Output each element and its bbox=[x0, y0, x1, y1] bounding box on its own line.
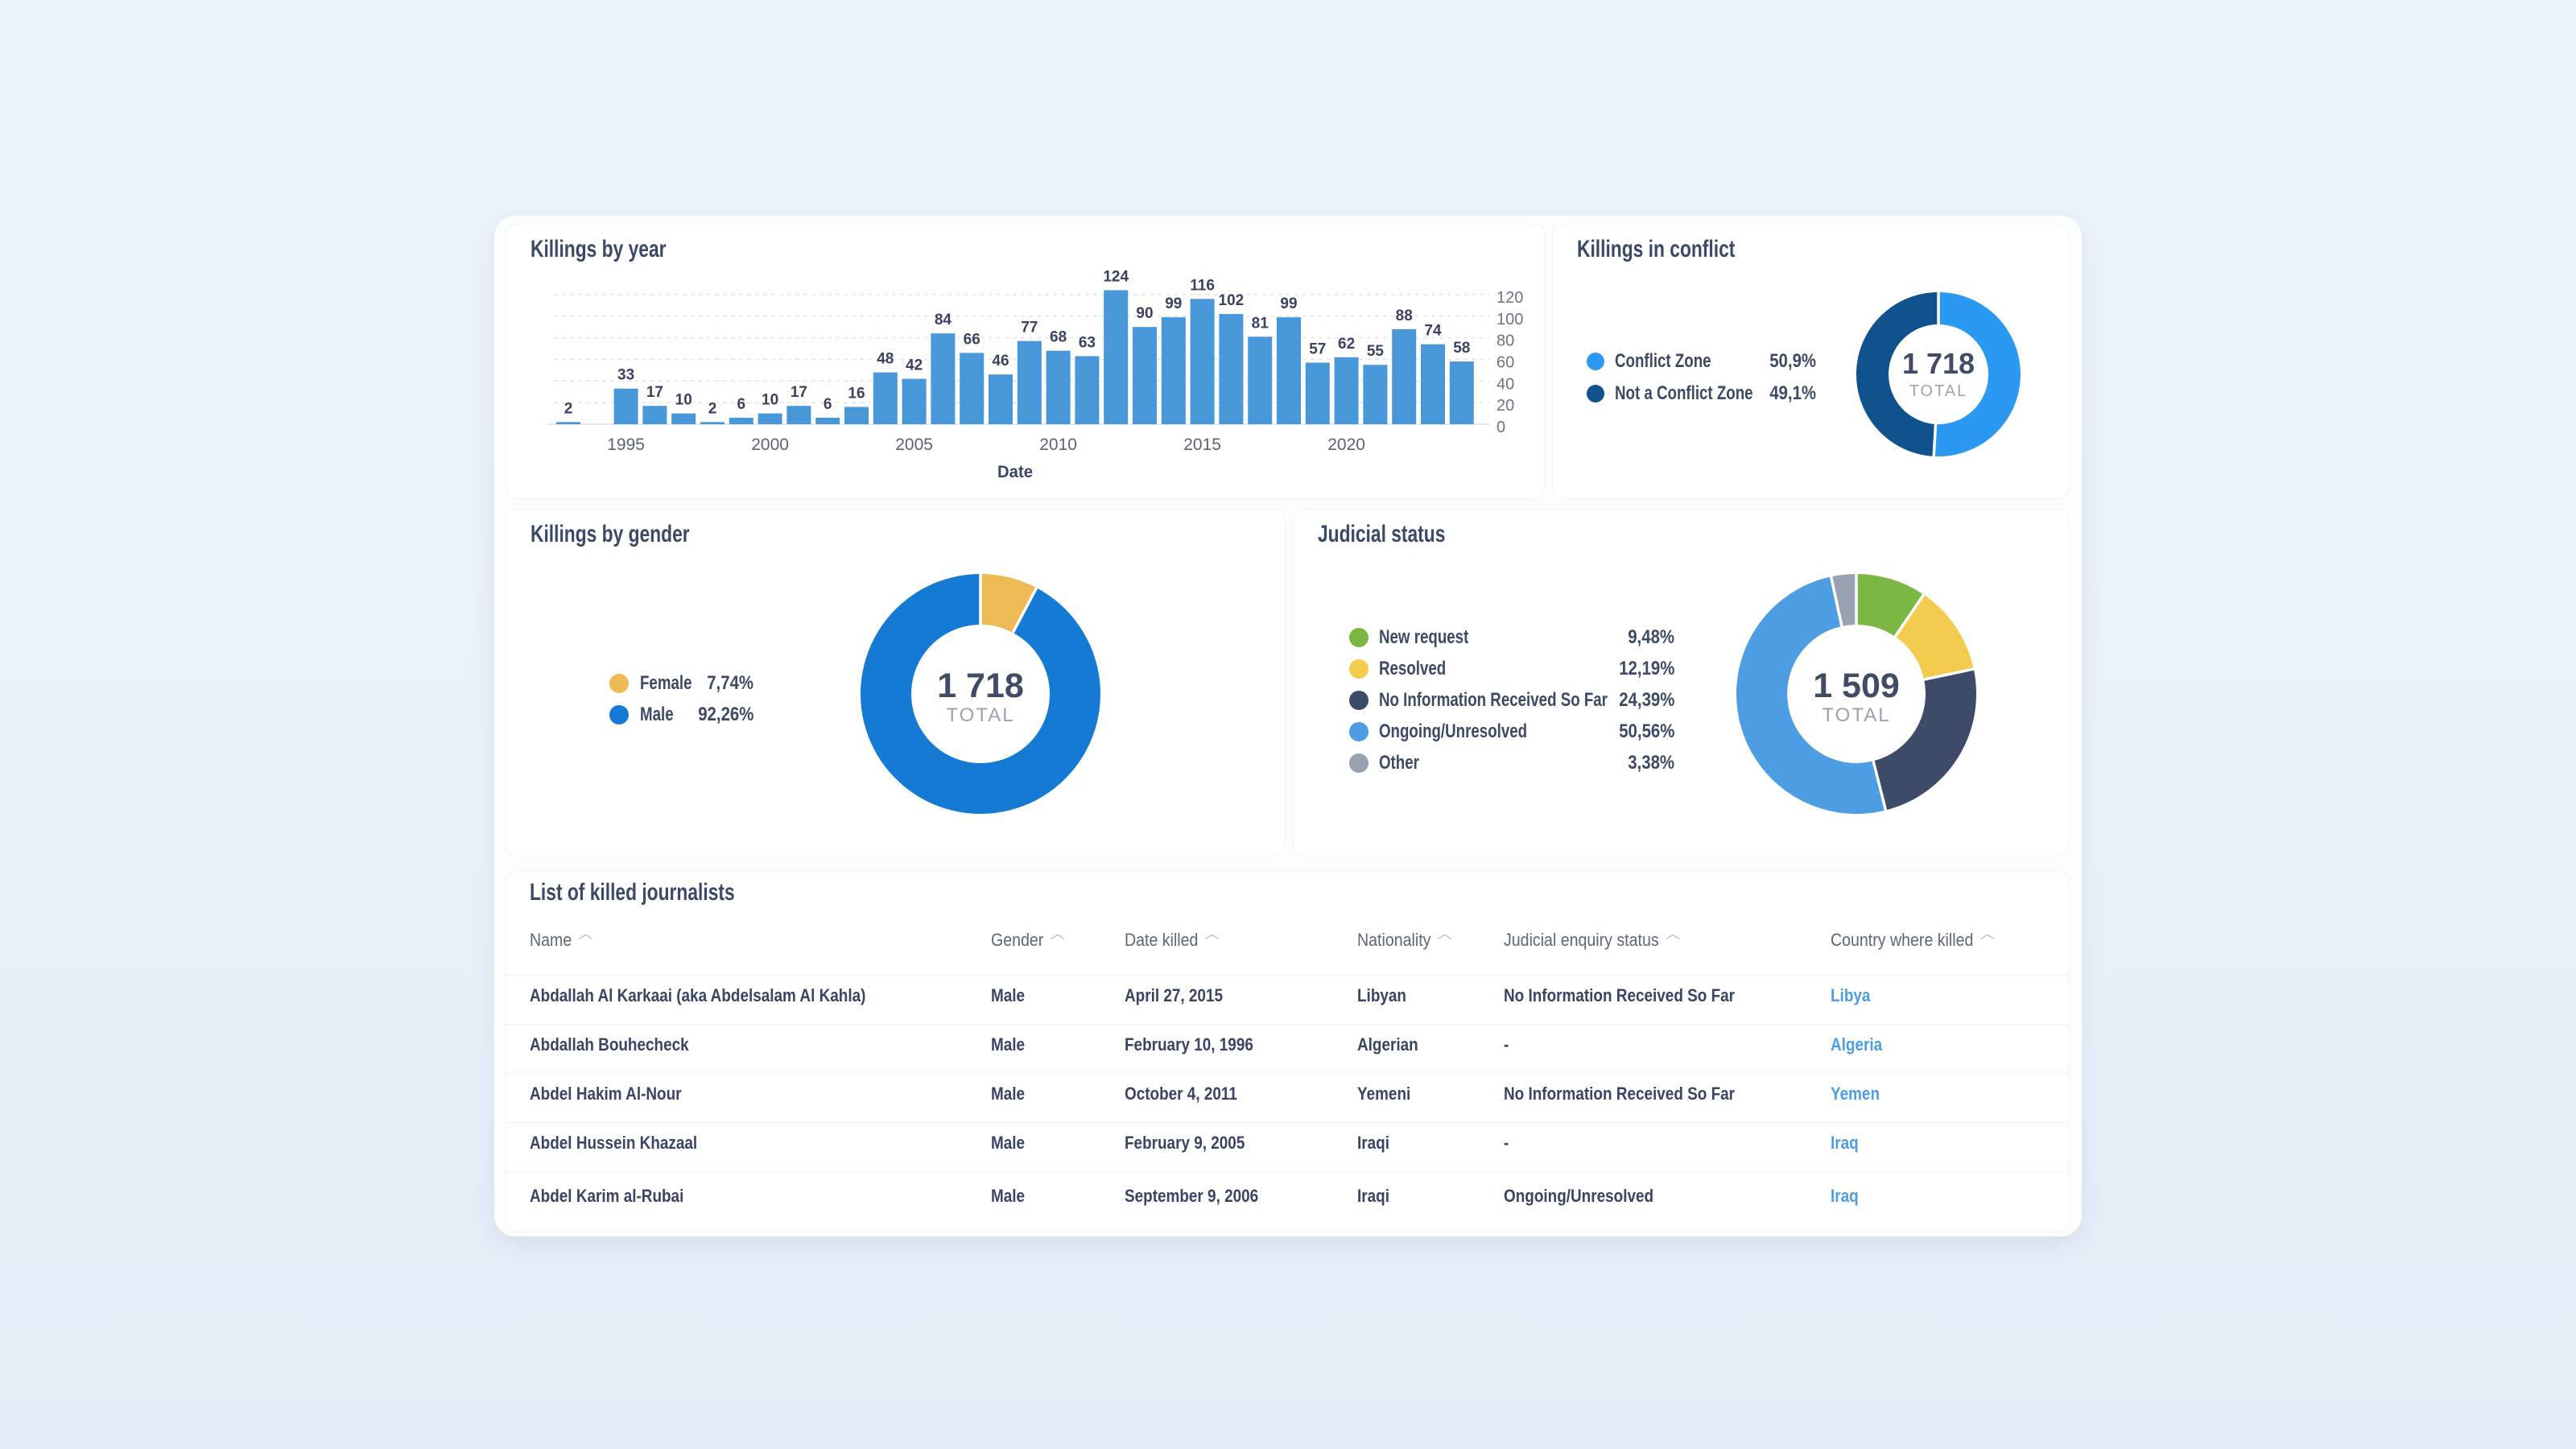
svg-text:17: 17 bbox=[791, 384, 807, 401]
svg-text:2: 2 bbox=[708, 400, 717, 417]
svg-text:55: 55 bbox=[1367, 343, 1385, 360]
svg-text:6: 6 bbox=[824, 396, 832, 413]
svg-text:99: 99 bbox=[1165, 295, 1182, 312]
svg-text:10: 10 bbox=[762, 392, 778, 409]
svg-text:100: 100 bbox=[1496, 311, 1523, 328]
svg-text:40: 40 bbox=[1496, 375, 1514, 393]
svg-text:81: 81 bbox=[1252, 315, 1269, 332]
svg-text:62: 62 bbox=[1338, 336, 1355, 353]
svg-text:0: 0 bbox=[1496, 419, 1505, 436]
svg-text:Date: Date bbox=[997, 463, 1033, 481]
svg-text:2000: 2000 bbox=[751, 436, 789, 454]
svg-text:1 718: 1 718 bbox=[937, 667, 1024, 705]
svg-text:84: 84 bbox=[935, 312, 952, 328]
svg-text:46: 46 bbox=[992, 353, 1009, 369]
svg-text:68: 68 bbox=[1050, 329, 1067, 346]
svg-text:48: 48 bbox=[877, 351, 894, 368]
svg-text:57: 57 bbox=[1309, 341, 1326, 358]
svg-text:TOTAL: TOTAL bbox=[1822, 704, 1890, 726]
svg-text:116: 116 bbox=[1190, 277, 1215, 294]
svg-text:6: 6 bbox=[737, 396, 746, 413]
svg-text:2010: 2010 bbox=[1039, 436, 1077, 454]
svg-text:66: 66 bbox=[964, 331, 980, 348]
svg-text:10: 10 bbox=[675, 392, 692, 409]
svg-text:99: 99 bbox=[1280, 295, 1297, 312]
svg-text:80: 80 bbox=[1496, 332, 1514, 350]
svg-text:2020: 2020 bbox=[1327, 436, 1365, 454]
svg-text:63: 63 bbox=[1079, 334, 1096, 351]
svg-text:1 509: 1 509 bbox=[1813, 667, 1900, 705]
svg-text:TOTAL: TOTAL bbox=[1909, 382, 1968, 400]
svg-text:60: 60 bbox=[1496, 354, 1514, 372]
svg-text:2005: 2005 bbox=[895, 436, 933, 454]
svg-text:1 718: 1 718 bbox=[1902, 347, 1975, 380]
svg-text:2015: 2015 bbox=[1183, 436, 1221, 454]
svg-text:17: 17 bbox=[646, 384, 663, 401]
svg-text:16: 16 bbox=[848, 386, 865, 402]
svg-text:120: 120 bbox=[1496, 289, 1523, 307]
svg-text:42: 42 bbox=[906, 357, 923, 374]
svg-text:90: 90 bbox=[1136, 305, 1153, 322]
svg-text:33: 33 bbox=[617, 367, 634, 384]
svg-text:124: 124 bbox=[1103, 269, 1129, 286]
svg-text:2: 2 bbox=[564, 400, 573, 417]
svg-text:20: 20 bbox=[1496, 397, 1514, 415]
svg-text:58: 58 bbox=[1453, 340, 1470, 357]
svg-text:1995: 1995 bbox=[607, 436, 645, 454]
svg-text:88: 88 bbox=[1396, 308, 1413, 324]
svg-text:74: 74 bbox=[1424, 323, 1442, 340]
svg-text:102: 102 bbox=[1219, 292, 1245, 309]
svg-text:TOTAL: TOTAL bbox=[946, 704, 1014, 726]
svg-text:77: 77 bbox=[1021, 320, 1038, 336]
